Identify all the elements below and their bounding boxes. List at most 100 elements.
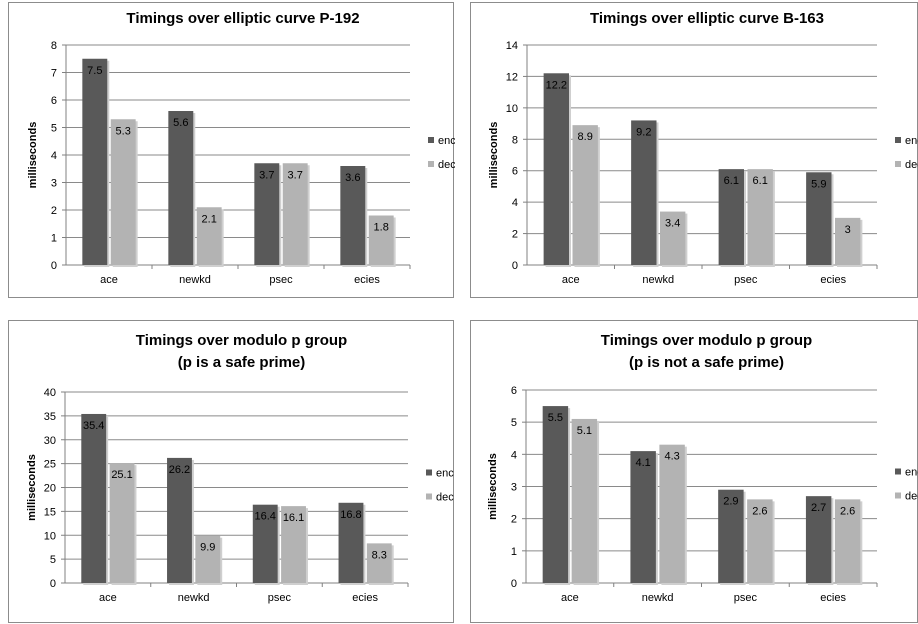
- bar-dec-psec: [747, 499, 773, 583]
- data-label: 6.1: [753, 175, 768, 187]
- chart-subtitle: (p is a safe prime): [178, 354, 306, 371]
- y-tick-label: 10: [44, 530, 56, 542]
- y-tick-label: 35: [44, 411, 56, 423]
- legend-swatch-enc: [428, 137, 434, 143]
- y-axis-label: milliseconds: [487, 453, 499, 520]
- chart-title: Timings over elliptic curve P-192: [126, 10, 359, 27]
- bar-dec-newkd: [195, 535, 221, 583]
- data-label: 2.9: [723, 496, 738, 508]
- y-tick-label: 14: [506, 40, 518, 52]
- legend-label-enc: enc: [436, 468, 454, 480]
- chart-panel-safe-prime: Timings over modulo p group (p is a safe …: [8, 320, 454, 623]
- data-label: 9.2: [636, 126, 651, 138]
- y-tick-label: 6: [511, 385, 517, 397]
- chart-svg: Timings over modulo p group (p is not a s…: [487, 332, 918, 604]
- bar-dec-ecies: [834, 499, 861, 583]
- bar-dec-ace: [572, 125, 598, 266]
- chart-svg: Timings over elliptic curve B-163 0 2 4 6 8 10…: [488, 10, 918, 286]
- data-label: 3.6: [345, 172, 360, 184]
- y-axis-label: milliseconds: [488, 122, 500, 189]
- data-label: 5.5: [548, 412, 563, 424]
- data-label: 6.1: [724, 175, 739, 187]
- x-tick-label: ecies: [820, 592, 846, 604]
- legend-swatch-enc: [895, 137, 901, 143]
- bar-dec-ecies: [368, 215, 394, 265]
- legend-label-dec: dec: [436, 492, 454, 504]
- x-tick-label: psec: [734, 592, 758, 604]
- y-axis-label: milliseconds: [26, 454, 38, 521]
- x-tick-label: ecies: [354, 274, 380, 286]
- legend-label-enc: enc: [438, 135, 455, 147]
- y-tick-label: 6: [512, 166, 518, 178]
- data-label: 3.7: [259, 169, 274, 181]
- x-tick-label: newkd: [642, 592, 674, 604]
- bar-enc-newkd: [168, 111, 194, 265]
- bar-dec-ace: [110, 119, 136, 265]
- bar-dec-ecies: [835, 217, 861, 265]
- chart-title: Timings over modulo p group: [136, 332, 347, 349]
- bar-enc-ace: [81, 413, 107, 583]
- bar-dec-ecies: [366, 543, 392, 583]
- data-label: 3: [845, 224, 851, 236]
- data-label: 3.4: [665, 218, 680, 230]
- y-tick-label: 5: [51, 123, 57, 135]
- y-tick-label: 1: [51, 233, 57, 245]
- legend-swatch-enc: [426, 469, 432, 476]
- x-tick-label: ecies: [352, 592, 378, 604]
- y-tick-label: 0: [512, 260, 518, 272]
- chart-panel-b163: Timings over elliptic curve B-163 0 2 4 6 8 10…: [470, 2, 918, 298]
- y-tick-label: 4: [511, 449, 517, 461]
- bar-dec-newkd: [196, 207, 222, 265]
- bar-enc-ecies: [340, 166, 366, 265]
- chart-panel-p192: Timings over elliptic curve P-192 0 1 2 3 4 5 6…: [8, 2, 455, 298]
- x-tick-label: newkd: [642, 274, 674, 286]
- bar-enc-ace: [82, 58, 108, 265]
- data-label: 26.2: [169, 464, 190, 476]
- y-tick-label: 5: [511, 417, 517, 429]
- y-tick-label: 4: [51, 150, 57, 162]
- data-label: 8.3: [372, 549, 387, 561]
- y-tick-label: 25: [44, 459, 56, 471]
- chart-panel-not-safe-prime: Timings over modulo p group (p is not a s…: [470, 320, 918, 623]
- bar-enc-ecies: [805, 496, 832, 583]
- y-tick-label: 4: [512, 197, 518, 209]
- x-tick-label: ecies: [820, 274, 846, 286]
- x-tick-label: psec: [268, 592, 292, 604]
- data-label: 25.1: [111, 469, 132, 481]
- legend-swatch-dec: [895, 161, 901, 167]
- chart-subtitle: (p is not a safe prime): [629, 354, 784, 371]
- legend-swatch-dec: [428, 161, 434, 167]
- legend-swatch-dec: [895, 492, 901, 499]
- x-tick-label: psec: [734, 274, 758, 286]
- data-label: 16.4: [255, 511, 276, 523]
- x-tick-label: ace: [562, 274, 580, 286]
- y-tick-label: 0: [511, 578, 517, 590]
- data-label: 4.1: [635, 457, 650, 469]
- bar-enc-newkd: [631, 120, 657, 265]
- bar-enc-newkd: [167, 457, 192, 583]
- bar-enc-psec: [718, 489, 744, 583]
- data-label: 2.6: [840, 505, 855, 517]
- x-tick-label: newkd: [178, 592, 210, 604]
- chart-title: Timings over elliptic curve B-163: [590, 10, 824, 27]
- data-label: 12.2: [546, 79, 567, 91]
- y-tick-label: 20: [44, 483, 56, 495]
- data-label: 9.9: [200, 542, 215, 554]
- legend-swatch-enc: [895, 468, 901, 475]
- data-label: 8.9: [578, 131, 593, 143]
- bar-dec-ace: [109, 463, 135, 583]
- y-axis-label: milliseconds: [27, 122, 39, 189]
- bar-enc-newkd: [630, 451, 656, 583]
- bar-enc-ecies: [806, 172, 832, 265]
- bar-enc-psec: [252, 504, 278, 583]
- data-label: 1.8: [374, 222, 389, 234]
- bar-dec-ace: [571, 418, 598, 583]
- bar-dec-psec: [747, 169, 773, 265]
- bar-dec-newkd: [660, 211, 686, 265]
- y-tick-label: 2: [512, 229, 518, 241]
- legend-label-enc: enc: [905, 135, 918, 147]
- data-label: 7.5: [87, 65, 102, 77]
- bar-enc-ace: [542, 406, 569, 583]
- bar-enc-psec: [254, 163, 280, 265]
- bar-dec-newkd: [659, 444, 685, 583]
